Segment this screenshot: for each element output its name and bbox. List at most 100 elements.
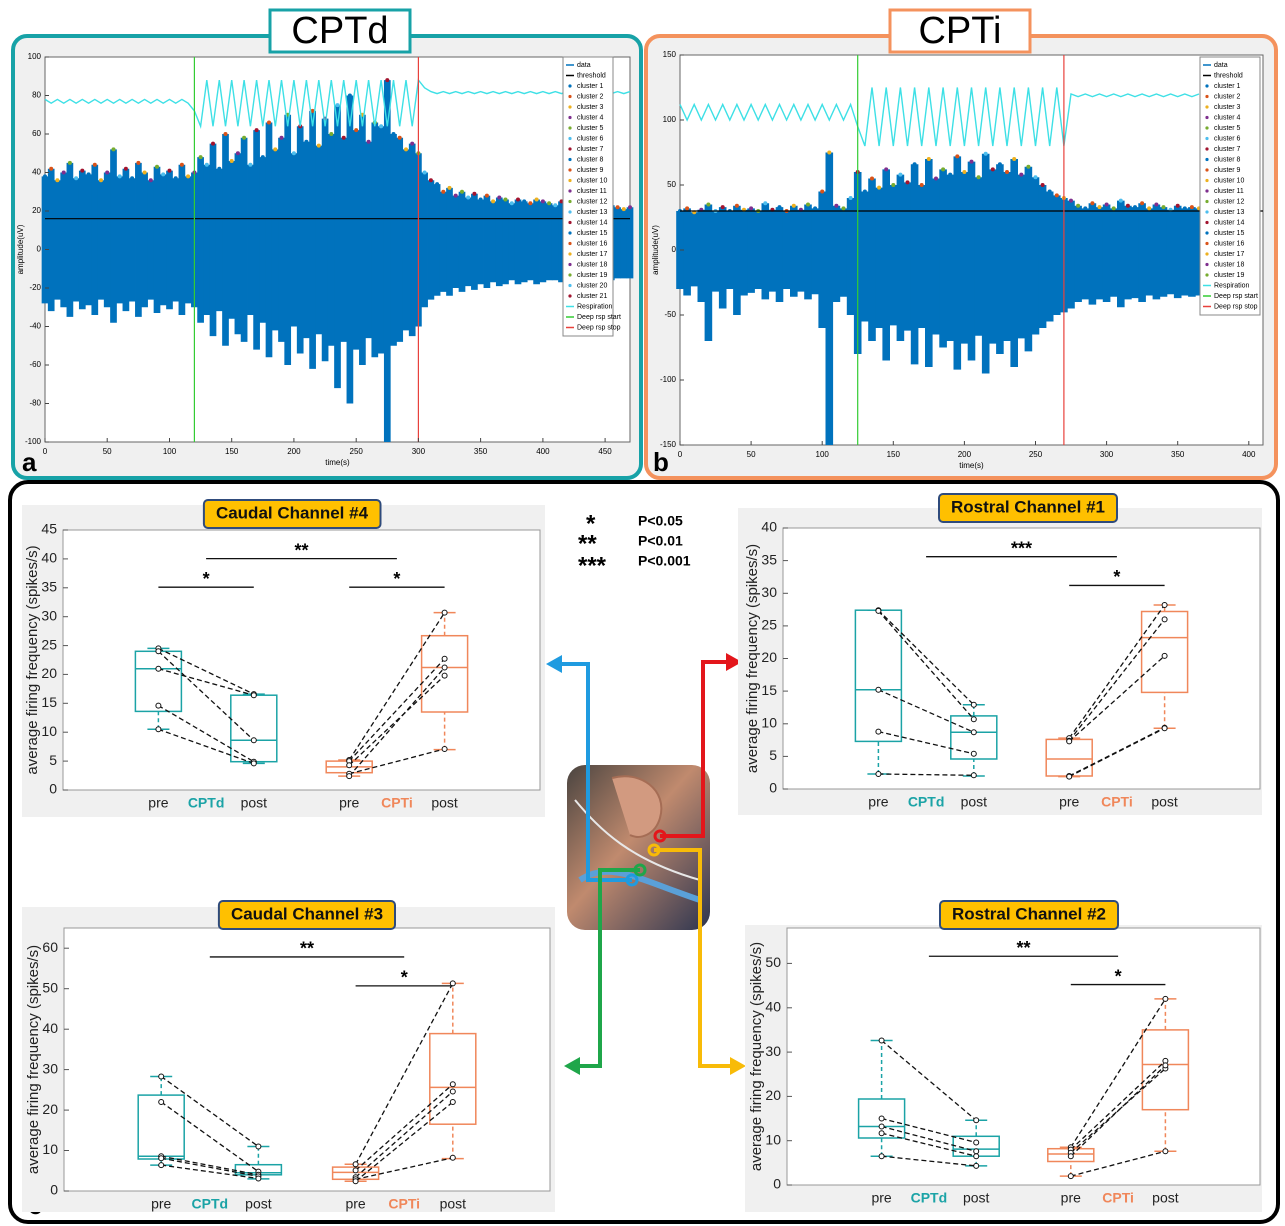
x-axis-label: time(s): [325, 458, 350, 467]
plot-area: [782, 527, 1261, 790]
x-tick-label: 400: [1242, 450, 1256, 459]
y-tick-label: 5: [49, 752, 57, 768]
spike-peak: [1147, 206, 1152, 211]
spike-peak: [148, 178, 153, 183]
y-tick-label: 0: [50, 1182, 58, 1198]
spike-peak: [1090, 201, 1095, 206]
subject-line: [877, 609, 975, 706]
y-tick-label: 40: [42, 1020, 58, 1036]
spike-peak: [884, 167, 889, 172]
spike-peak: [347, 93, 352, 98]
legend-swatch: [1205, 126, 1209, 130]
subject-point: [352, 1167, 359, 1174]
category-label: post: [245, 1196, 272, 1212]
legend-label: cluster 4: [577, 114, 604, 121]
category-label: post: [241, 795, 268, 811]
subject-point: [449, 1088, 456, 1095]
legend-swatch: [568, 168, 572, 172]
subject-point: [878, 1115, 885, 1122]
y-tick-label: 50: [765, 954, 781, 970]
subject-line: [355, 1157, 453, 1180]
spike-peak: [763, 201, 768, 206]
spike-peak: [934, 176, 938, 181]
category-label: pre: [148, 795, 168, 811]
category-label: post: [1151, 794, 1178, 810]
spike-peak: [1182, 206, 1187, 211]
box: [429, 1032, 477, 1125]
legend-swatch: [1205, 231, 1209, 235]
spike-peak: [447, 185, 452, 190]
spike-peak: [366, 139, 371, 144]
y-tick-label: -100: [25, 437, 42, 446]
legend-swatch: [1205, 115, 1209, 120]
spike-peak: [329, 132, 334, 136]
subject-line: [878, 689, 975, 733]
legend-swatch: [1205, 210, 1209, 214]
spike-peak: [80, 168, 85, 173]
connector: [560, 660, 732, 1068]
subject-point: [1161, 602, 1168, 608]
subject-point: [441, 664, 448, 671]
legend-label: cluster 21: [577, 293, 607, 300]
subject-line: [348, 675, 446, 766]
subject-line: [161, 1164, 259, 1180]
category-label: post: [963, 1190, 990, 1206]
subject-point: [441, 746, 448, 752]
y-tick-label: 45: [41, 521, 57, 537]
spike-peak: [385, 78, 390, 83]
spike-peak: [99, 178, 103, 183]
spike-peak: [540, 199, 545, 204]
subject-line: [158, 728, 255, 765]
subject-point: [1161, 725, 1168, 732]
spike-peak: [86, 172, 91, 177]
group-label: CPTd: [911, 1190, 948, 1206]
spike-peak: [734, 203, 739, 208]
spike-peak: [223, 132, 228, 136]
y-tick-label: 15: [41, 694, 57, 710]
panel-label: a: [22, 447, 37, 477]
spike-peak: [877, 185, 882, 190]
x-tick-label: 300: [1100, 450, 1114, 459]
spike-peak: [273, 147, 278, 152]
subject-point: [973, 1117, 980, 1124]
legend-swatch: [1205, 157, 1209, 162]
box: [1140, 610, 1189, 694]
spike-peak: [204, 162, 209, 167]
legend-swatch: [568, 241, 572, 246]
subject-line: [881, 1117, 977, 1144]
spike-peak: [926, 157, 931, 161]
spike-peak: [820, 189, 825, 194]
spike-peak: [806, 202, 810, 207]
subject-point: [878, 1123, 885, 1130]
subject-point: [973, 1139, 980, 1146]
subject-point: [155, 702, 162, 709]
legend-swatch: [1205, 262, 1209, 267]
spike-peak: [466, 195, 471, 200]
respiration-line: [44, 78, 631, 130]
subject-line: [348, 667, 446, 777]
spike-peak: [516, 197, 520, 202]
spike-peak: [478, 197, 483, 202]
legend-label: cluster 5: [1214, 125, 1241, 132]
chart-title: Rostral Channel #2: [952, 904, 1106, 923]
legend-label: cluster 8: [1214, 156, 1241, 163]
legend-swatch: [568, 252, 572, 256]
legend-label: cluster 14: [1214, 219, 1244, 226]
legend-label: cluster 3: [1214, 104, 1241, 111]
legend-swatch: [568, 210, 572, 214]
legend-swatch: [1205, 84, 1209, 88]
subject-point: [1162, 995, 1169, 1002]
y-tick-label: 10: [765, 1131, 781, 1147]
chart-title-box: [939, 900, 1119, 930]
y-tick-label: 15: [761, 682, 777, 698]
spike-peak: [136, 160, 141, 165]
spike-peak: [1005, 170, 1009, 174]
x-tick-label: 250: [350, 447, 364, 456]
electrode-photo: [567, 765, 710, 930]
subject-line: [1068, 618, 1166, 742]
category-label: pre: [151, 1196, 171, 1212]
legend-swatch: [568, 220, 572, 225]
y-tick-label: -150: [660, 440, 677, 449]
